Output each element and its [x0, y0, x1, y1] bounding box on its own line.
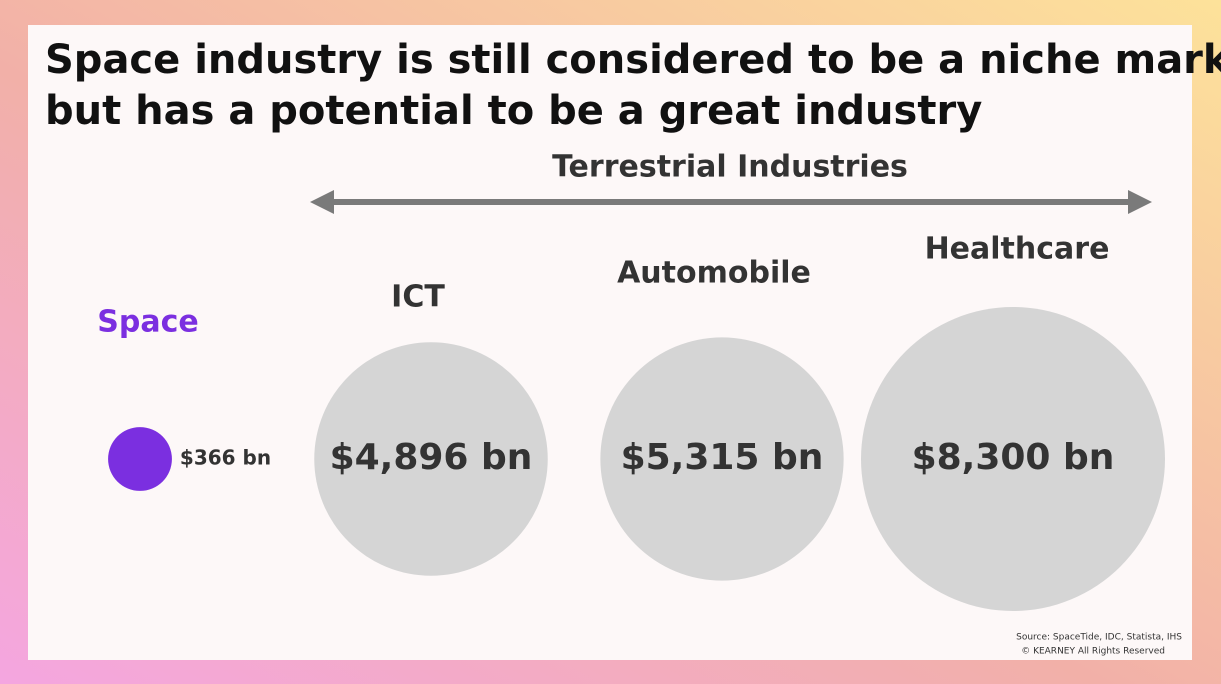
- bubble: [861, 307, 1165, 611]
- value-label: $8,300 bn: [912, 437, 1115, 478]
- value-label: $4,896 bn: [330, 437, 533, 478]
- title-line: Space industry is still considered to be…: [45, 37, 1221, 83]
- category-label: ICT: [391, 280, 445, 315]
- category-label: Automobile: [617, 256, 811, 291]
- category-label: Space: [97, 305, 198, 340]
- source: Source: SpaceTide, IDC, Statista, IHS: [1016, 633, 1182, 643]
- title-line: but has a potential to be a great indust…: [45, 88, 982, 134]
- bubble: [108, 427, 172, 491]
- bubble: [600, 337, 844, 581]
- value-label: $5,315 bn: [621, 437, 824, 478]
- category-label: Healthcare: [925, 232, 1110, 267]
- copyright: © KEARNEY All Rights Reserved: [1021, 647, 1165, 657]
- bubble: [314, 342, 548, 576]
- header: Terrestrial Industries: [552, 150, 908, 185]
- value-label: $366 bn: [180, 446, 271, 470]
